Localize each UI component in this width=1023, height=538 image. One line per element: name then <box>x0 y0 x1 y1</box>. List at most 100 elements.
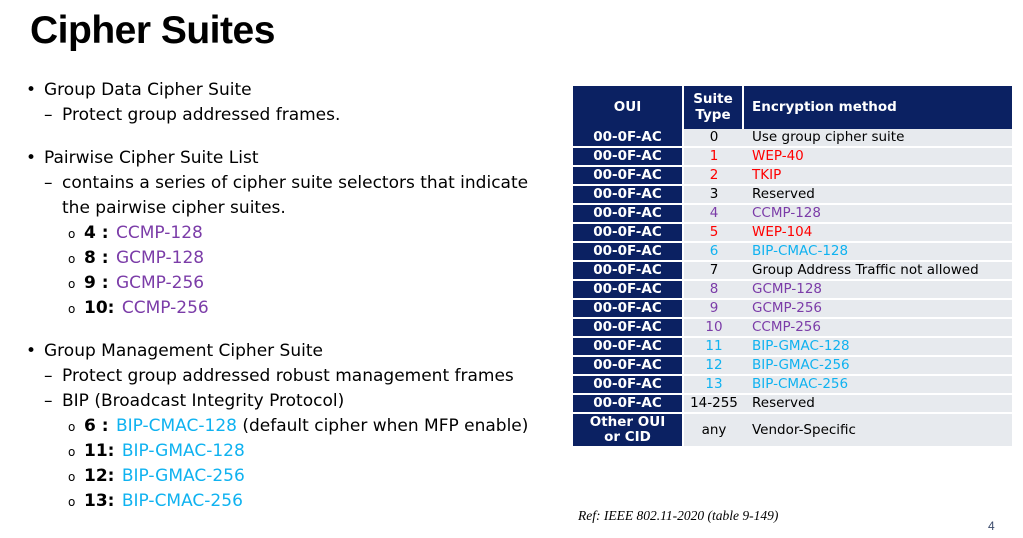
cell-oui: 00-0F-AC <box>573 243 684 262</box>
suite-number: 8 : <box>84 248 109 268</box>
cell-suite-type: 8 <box>684 281 744 300</box>
list-item: o 12: BIP-GMAC-256 <box>22 464 584 489</box>
cell-oui: 00-0F-AC <box>573 262 684 281</box>
circle-icon: o <box>68 227 76 241</box>
cell-oui: 00-0F-AC <box>573 395 684 414</box>
cell-encryption-method: BIP-GMAC-128 <box>744 338 1012 357</box>
cell-encryption-method: GCMP-256 <box>744 300 1012 319</box>
suite-number: 11: <box>84 441 115 461</box>
bullet-group-mgmt-sub1: – Protect group addressed robust managem… <box>22 364 584 389</box>
column-header-oui: OUI <box>573 86 684 129</box>
table-body: 00-0F-AC 0 Use group cipher suite 00-0F-AC 1… <box>573 129 1012 446</box>
cell-oui: 00-0F-AC <box>573 167 684 186</box>
bullet-group-data-heading: • Group Data Cipher Suite <box>22 78 584 103</box>
cell-encryption-method: BIP-CMAC-128 <box>744 243 1012 262</box>
table-row: 00-0F-AC 13 BIP-CMAC-256 <box>573 376 1012 395</box>
list-item: o 6 : BIP-CMAC-128 (default cipher when … <box>22 414 584 439</box>
table-row: 00-0F-AC 4 CCMP-128 <box>573 205 1012 224</box>
bullet-text: contains a series of cipher suite select… <box>62 173 529 193</box>
spacer <box>22 321 584 339</box>
list-item: o 13: BIP-CMAC-256 <box>22 489 584 514</box>
list-item: o 4 : CCMP-128 <box>22 221 584 246</box>
circle-icon: o <box>68 445 76 459</box>
cell-oui-line1: Other OUI <box>589 414 666 430</box>
cell-encryption-method: Group Address Traffic not allowed <box>744 262 1012 281</box>
bullet-text: Protect group addressed frames. <box>62 105 341 125</box>
cell-suite-type: 12 <box>684 357 744 376</box>
cell-encryption-method: BIP-GMAC-256 <box>744 357 1012 376</box>
page-title: Cipher Suites <box>30 9 275 52</box>
bullet-group-mgmt-heading: • Group Management Cipher Suite <box>22 339 584 364</box>
circle-icon: o <box>68 252 76 266</box>
cell-suite-type: 13 <box>684 376 744 395</box>
column-header-suite-type-line1: Suite <box>693 91 733 107</box>
list-item: o 8 : GCMP-128 <box>22 246 584 271</box>
cell-suite-type: 2 <box>684 167 744 186</box>
cell-suite-type: any <box>684 414 744 446</box>
cell-oui: 00-0F-AC <box>573 148 684 167</box>
dash-icon: – <box>44 173 53 193</box>
column-header-suite-type-line2: Type <box>695 107 731 123</box>
bullet-icon: • <box>26 341 37 361</box>
cell-encryption-method: Reserved <box>744 186 1012 205</box>
section-group-data: • Group Data Cipher Suite – Protect grou… <box>22 78 584 128</box>
table-row: 00-0F-AC 7 Group Address Traffic not allow… <box>573 262 1012 281</box>
reference-note: Ref: IEEE 802.11-2020 (table 9-149) <box>578 508 779 523</box>
table-row: 00-0F-AC 6 BIP-CMAC-128 <box>573 243 1012 262</box>
bullet-text: the pairwise cipher suites. <box>62 198 286 218</box>
bullet-group-mgmt-sub2: – BIP (Broadcast Integrity Protocol) <box>22 389 584 414</box>
cell-suite-type: 5 <box>684 224 744 243</box>
table-row: 00-0F-AC 11 BIP-GMAC-128 <box>573 338 1012 357</box>
cell-oui-line2: or CID <box>604 429 651 445</box>
suite-name: BIP-CMAC-128 <box>115 416 237 436</box>
suite-number: 13: <box>84 491 115 511</box>
cell-encryption-method: CCMP-256 <box>744 319 1012 338</box>
bullet-text: Protect group addressed robust managemen… <box>62 366 514 386</box>
cell-encryption-method: GCMP-128 <box>744 281 1012 300</box>
cell-suite-type: 9 <box>684 300 744 319</box>
cell-oui: Other OUI or CID <box>573 414 684 446</box>
bullet-pairwise-sub-line2: the pairwise cipher suites. <box>22 196 584 221</box>
bullet-group-data-sub: – Protect group addressed frames. <box>22 103 584 128</box>
bullet-text: Group Management Cipher Suite <box>44 341 323 361</box>
suite-number: 12: <box>84 466 115 486</box>
section-group-management: • Group Management Cipher Suite – Protec… <box>22 339 584 514</box>
suite-name: BIP-GMAC-128 <box>121 441 245 461</box>
page-number: 4 <box>988 519 995 533</box>
table-row: Other OUI or CID any Vendor-Specific <box>573 414 1012 446</box>
dash-icon: – <box>44 391 53 411</box>
cipher-suite-table: OUI Suite Type Encryption method 00-0F-A… <box>573 86 1012 446</box>
table-row: 00-0F-AC 1 WEP-40 <box>573 148 1012 167</box>
table-row: 00-0F-AC 3 Reserved <box>573 186 1012 205</box>
table-row: 00-0F-AC 12 BIP-GMAC-256 <box>573 357 1012 376</box>
cell-encryption-method: Reserved <box>744 395 1012 414</box>
suite-number: 4 : <box>84 223 109 243</box>
cell-oui: 00-0F-AC <box>573 205 684 224</box>
table-header-row: OUI Suite Type Encryption method <box>573 86 1012 129</box>
list-item: o 10: CCMP-256 <box>22 296 584 321</box>
table-row: 00-0F-AC 5 WEP-104 <box>573 224 1012 243</box>
cell-oui: 00-0F-AC <box>573 357 684 376</box>
suite-name: BIP-GMAC-256 <box>121 466 245 486</box>
table-row: 00-0F-AC 2 TKIP <box>573 167 1012 186</box>
circle-icon: o <box>68 495 76 509</box>
bullet-text: BIP (Broadcast Integrity Protocol) <box>62 391 345 411</box>
bullet-text: Group Data Cipher Suite <box>44 80 252 100</box>
cell-oui: 00-0F-AC <box>573 281 684 300</box>
cell-oui: 00-0F-AC <box>573 376 684 395</box>
bullet-pairwise-heading: • Pairwise Cipher Suite List <box>22 146 584 171</box>
cell-suite-type: 11 <box>684 338 744 357</box>
cell-encryption-method: WEP-104 <box>744 224 1012 243</box>
dash-icon: – <box>44 366 53 386</box>
cell-suite-type: 14-255 <box>684 395 744 414</box>
circle-icon: o <box>68 302 76 316</box>
cell-oui: 00-0F-AC <box>573 319 684 338</box>
cell-encryption-method: CCMP-128 <box>744 205 1012 224</box>
column-header-encryption-method: Encryption method <box>744 86 1012 129</box>
suite-name: BIP-CMAC-256 <box>121 491 243 511</box>
cell-encryption-method: BIP-CMAC-256 <box>744 376 1012 395</box>
bullet-icon: • <box>26 148 37 168</box>
cell-encryption-method: TKIP <box>744 167 1012 186</box>
suite-note: (default cipher when MFP enable) <box>236 416 529 436</box>
cell-oui: 00-0F-AC <box>573 129 684 148</box>
